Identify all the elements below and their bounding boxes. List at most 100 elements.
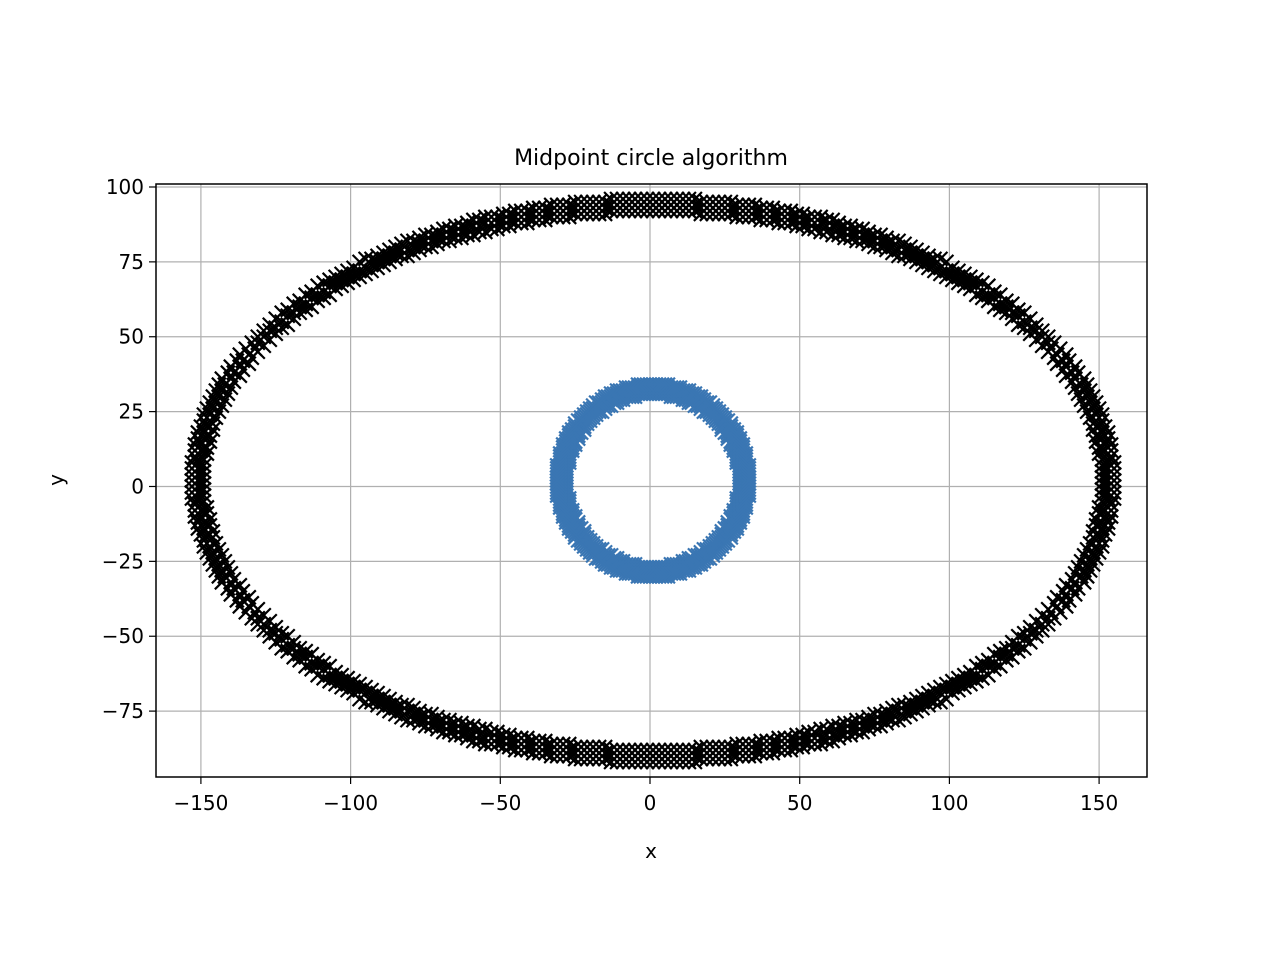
data-point-marker bbox=[552, 496, 568, 513]
data-point-marker bbox=[627, 191, 643, 207]
series-1-markers bbox=[549, 376, 757, 585]
data-point-marker bbox=[555, 197, 571, 213]
data-point-marker bbox=[666, 565, 682, 582]
data-point-marker bbox=[489, 209, 506, 225]
data-point-marker bbox=[657, 191, 673, 207]
data-point-marker bbox=[363, 251, 380, 267]
data-point-marker bbox=[624, 565, 640, 582]
data-point-marker bbox=[1094, 538, 1110, 555]
data-point-marker bbox=[561, 748, 577, 764]
data-point-marker bbox=[597, 751, 613, 767]
data-point-marker bbox=[675, 562, 691, 579]
data-point-marker bbox=[699, 751, 715, 767]
data-point-marker bbox=[663, 754, 679, 770]
plot-area bbox=[156, 184, 1147, 777]
data-point-marker bbox=[196, 406, 212, 423]
data-point-marker bbox=[1106, 466, 1122, 483]
data-point-marker bbox=[184, 466, 200, 483]
y-tick-label: 100 bbox=[106, 175, 144, 199]
data-point-marker bbox=[753, 200, 769, 216]
data-point-marker bbox=[184, 484, 200, 501]
y-tick-label: −75 bbox=[102, 699, 144, 723]
data-point-marker bbox=[699, 194, 715, 210]
y-tick-label: −50 bbox=[102, 624, 144, 648]
data-point-marker bbox=[711, 751, 727, 767]
data-point-marker bbox=[513, 742, 530, 758]
data-point-marker bbox=[615, 382, 631, 399]
data-point-marker bbox=[735, 508, 751, 525]
data-point-marker bbox=[758, 745, 775, 761]
data-point-marker bbox=[621, 754, 637, 770]
data-point-marker bbox=[1106, 484, 1122, 501]
data-point-marker bbox=[441, 724, 458, 740]
data-point-marker bbox=[184, 478, 200, 495]
data-point-marker bbox=[1094, 406, 1110, 423]
data-point-marker bbox=[705, 751, 721, 767]
data-point-marker bbox=[187, 436, 203, 453]
data-point-marker bbox=[501, 206, 518, 222]
data-point-marker bbox=[1100, 424, 1116, 441]
data-point-marker bbox=[639, 754, 655, 770]
data-point-marker bbox=[729, 748, 745, 764]
y-tick-label: 0 bbox=[131, 474, 144, 498]
data-point-marker bbox=[818, 212, 835, 228]
data-point-marker bbox=[666, 379, 682, 396]
data-point-marker bbox=[549, 472, 565, 489]
data-point-marker bbox=[423, 718, 440, 734]
data-point-marker bbox=[597, 194, 613, 210]
data-point-marker bbox=[555, 508, 571, 525]
x-tick-label: 150 bbox=[1080, 791, 1118, 815]
data-point-marker bbox=[549, 469, 565, 486]
data-point-marker bbox=[717, 194, 733, 210]
data-point-marker bbox=[555, 748, 571, 764]
data-point-marker bbox=[621, 191, 637, 207]
data-point-marker bbox=[884, 712, 901, 728]
data-point-marker bbox=[729, 197, 745, 213]
data-point-marker bbox=[1106, 460, 1122, 477]
data-point-marker bbox=[537, 200, 553, 216]
x-axis-label: x bbox=[645, 839, 657, 863]
data-point-marker bbox=[187, 442, 203, 459]
data-point-marker bbox=[770, 203, 787, 219]
data-point-marker bbox=[735, 436, 751, 453]
data-point-marker bbox=[453, 218, 470, 234]
data-point-marker bbox=[1100, 520, 1116, 537]
data-point-marker bbox=[741, 475, 757, 492]
data-point-marker bbox=[926, 694, 943, 710]
data-point-marker bbox=[1103, 436, 1119, 453]
data-point-marker bbox=[549, 197, 565, 213]
data-point-marker bbox=[800, 736, 817, 752]
data-point-marker bbox=[585, 751, 601, 767]
x-tick-label: −100 bbox=[323, 791, 378, 815]
y-tick-label: 75 bbox=[119, 250, 144, 274]
data-point-marker bbox=[741, 197, 757, 213]
data-point-marker bbox=[573, 194, 589, 210]
data-point-marker bbox=[675, 754, 691, 770]
data-point-marker bbox=[836, 727, 853, 743]
data-point-marker bbox=[501, 739, 518, 755]
data-point-marker bbox=[657, 754, 673, 770]
y-axis-label: y bbox=[44, 474, 68, 486]
data-point-marker bbox=[531, 200, 548, 216]
y-tick-label: 50 bbox=[119, 325, 144, 349]
data-point-marker bbox=[489, 736, 506, 752]
data-point-marker bbox=[675, 382, 691, 399]
data-point-marker bbox=[741, 472, 757, 489]
data-point-marker bbox=[681, 191, 697, 207]
data-point-marker bbox=[776, 203, 793, 219]
data-point-marker bbox=[758, 200, 775, 216]
data-point-marker bbox=[717, 751, 733, 767]
data-point-marker bbox=[1103, 442, 1119, 459]
data-point-marker bbox=[187, 502, 203, 519]
data-point-marker bbox=[471, 212, 488, 228]
data-point-marker bbox=[405, 712, 422, 728]
data-point-marker bbox=[753, 745, 769, 761]
series-0-markers bbox=[184, 191, 1122, 770]
data-point-marker bbox=[453, 727, 470, 743]
data-point-marker bbox=[693, 194, 709, 210]
data-point-marker bbox=[615, 191, 631, 207]
data-point-marker bbox=[800, 209, 817, 225]
data-point-marker bbox=[184, 472, 200, 489]
data-point-marker bbox=[615, 562, 631, 579]
data-point-marker bbox=[1106, 472, 1122, 489]
